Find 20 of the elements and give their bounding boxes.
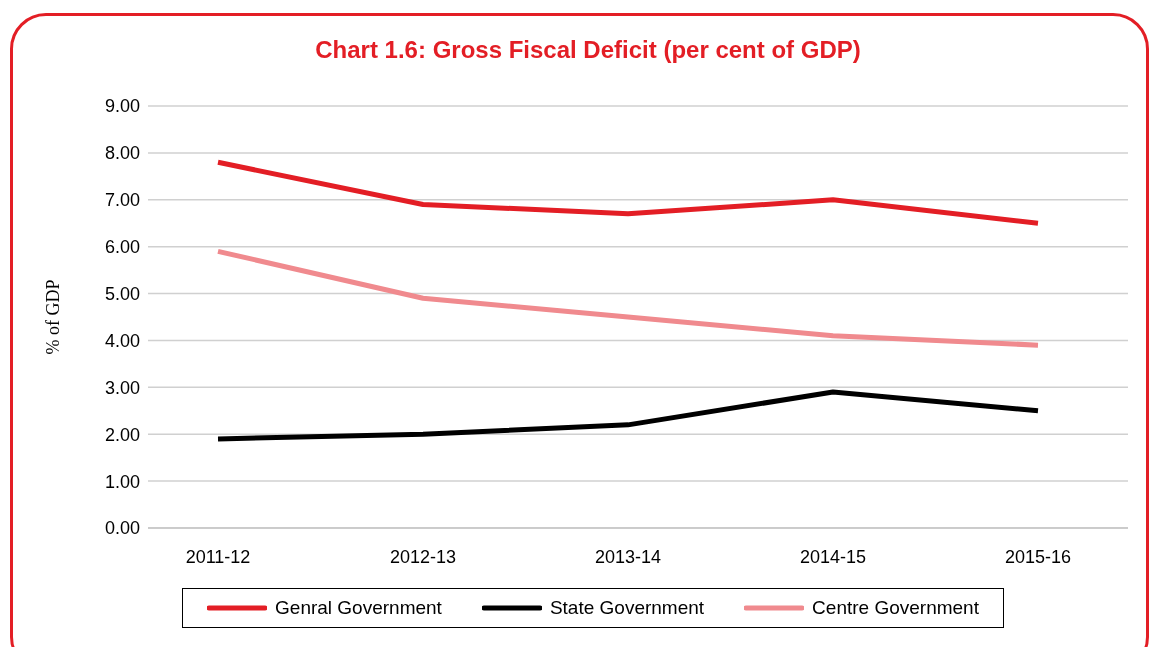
- y-tick-label: 8.00: [104, 143, 140, 164]
- y-tick-label: 0.00: [104, 518, 140, 539]
- y-tick-label: 9.00: [104, 96, 140, 117]
- x-tick-label: 2011-12: [185, 546, 251, 567]
- y-tick-label: 3.00: [104, 377, 140, 398]
- y-tick-label: 6.00: [104, 237, 140, 258]
- x-tick-label: 2013-14: [594, 546, 662, 567]
- y-tick-label: 1.00: [104, 471, 140, 492]
- x-tick-label: 2015-16: [1004, 546, 1072, 567]
- x-tick-label: 2014-15: [799, 546, 867, 567]
- legend-label: Centre Government: [811, 597, 979, 619]
- y-axis-title: % of GDP: [43, 279, 64, 355]
- legend-label: Genral Government: [274, 597, 442, 619]
- y-tick-label: 5.00: [104, 283, 140, 304]
- x-tick-label: 2012-13: [389, 546, 457, 567]
- chart-title: Chart 1.6: Gross Fiscal Deficit (per cent of GDP): [314, 36, 862, 64]
- legend-label: State Government: [548, 597, 705, 619]
- y-tick-label: 7.00: [104, 190, 140, 211]
- y-tick-label: 4.00: [104, 330, 140, 351]
- y-tick-label: 2.00: [104, 424, 140, 445]
